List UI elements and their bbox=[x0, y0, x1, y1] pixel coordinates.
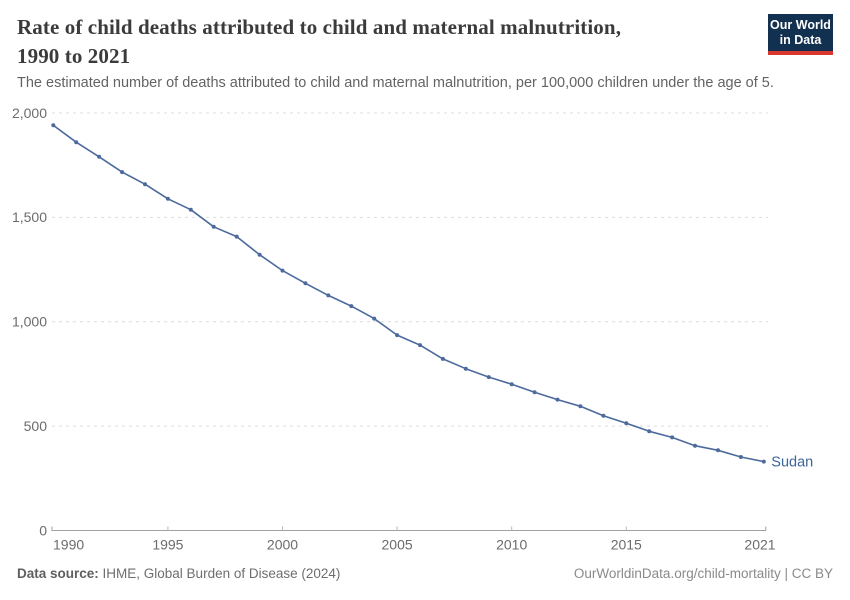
data-point-marker bbox=[395, 333, 400, 338]
owid-logo-line1: Our World bbox=[770, 18, 831, 32]
entity-label-sudan: Sudan bbox=[771, 455, 813, 471]
data-point-marker bbox=[738, 455, 743, 459]
data-point-marker bbox=[578, 404, 583, 409]
data-point-marker bbox=[761, 459, 766, 464]
data-source: Data source: IHME, Global Burden of Dise… bbox=[17, 566, 340, 581]
data-point-marker bbox=[647, 429, 652, 434]
y-tick-label: 1,000 bbox=[12, 314, 47, 330]
data-point-marker bbox=[509, 382, 514, 387]
data-point-marker bbox=[143, 182, 147, 187]
x-tick-label: 1995 bbox=[152, 537, 183, 553]
data-point-marker bbox=[326, 293, 331, 298]
data-point-marker bbox=[97, 154, 102, 159]
chart-footer: Data source: IHME, Global Burden of Dise… bbox=[17, 566, 833, 581]
data-point-marker bbox=[532, 390, 537, 395]
data-point-marker bbox=[486, 375, 491, 380]
y-tick-label: 2,000 bbox=[12, 105, 47, 121]
data-point-marker bbox=[234, 234, 239, 239]
data-point-marker bbox=[280, 268, 285, 273]
data-point-marker bbox=[211, 224, 216, 229]
data-point-marker bbox=[188, 207, 193, 212]
x-tick-label: 2021 bbox=[744, 537, 775, 553]
data-point-marker bbox=[555, 397, 560, 402]
data-point-marker bbox=[670, 435, 675, 440]
chart-title: Rate of child deaths attributed to child… bbox=[17, 13, 757, 71]
x-tick-label: 2010 bbox=[496, 537, 527, 553]
x-tick-label: 2005 bbox=[382, 537, 413, 553]
data-point-marker bbox=[372, 316, 377, 321]
x-tick-label: 2015 bbox=[611, 537, 642, 553]
y-tick-label: 0 bbox=[39, 522, 47, 538]
data-point-marker bbox=[74, 140, 79, 145]
data-point-marker bbox=[349, 304, 354, 309]
data-point-marker bbox=[51, 123, 56, 128]
data-point-marker bbox=[693, 443, 697, 448]
chart-title-line2: 1990 to 2021 bbox=[17, 44, 131, 68]
data-point-marker bbox=[120, 170, 125, 175]
owid-logo[interactable]: Our World in Data bbox=[768, 14, 833, 55]
data-point-marker bbox=[716, 448, 720, 453]
y-tick-label: 1,500 bbox=[12, 209, 47, 225]
data-point-marker bbox=[418, 343, 422, 348]
data-point-marker bbox=[601, 413, 606, 418]
chart-title-line1: Rate of child deaths attributed to child… bbox=[17, 15, 622, 39]
x-tick-label: 2000 bbox=[267, 537, 298, 553]
owid-logo-line2: in Data bbox=[779, 33, 822, 47]
data-point-marker bbox=[463, 366, 468, 371]
x-axis-line bbox=[51, 526, 767, 531]
data-point-marker bbox=[624, 421, 629, 426]
chart-subtitle: The estimated number of deaths attribute… bbox=[17, 75, 774, 91]
data-source-label: Data source: bbox=[17, 566, 99, 581]
data-point-marker bbox=[257, 252, 262, 257]
data-point-marker bbox=[165, 196, 170, 201]
data-point-marker bbox=[440, 356, 445, 361]
y-tick-label: 500 bbox=[24, 418, 48, 434]
x-tick-label: 1990 bbox=[53, 537, 84, 553]
data-line bbox=[52, 124, 764, 463]
data-point-marker bbox=[303, 281, 308, 286]
license-url: OurWorldinData.org/child-mortality | CC … bbox=[573, 566, 833, 581]
data-source-text: IHME, Global Burden of Disease (2024) bbox=[98, 566, 341, 581]
